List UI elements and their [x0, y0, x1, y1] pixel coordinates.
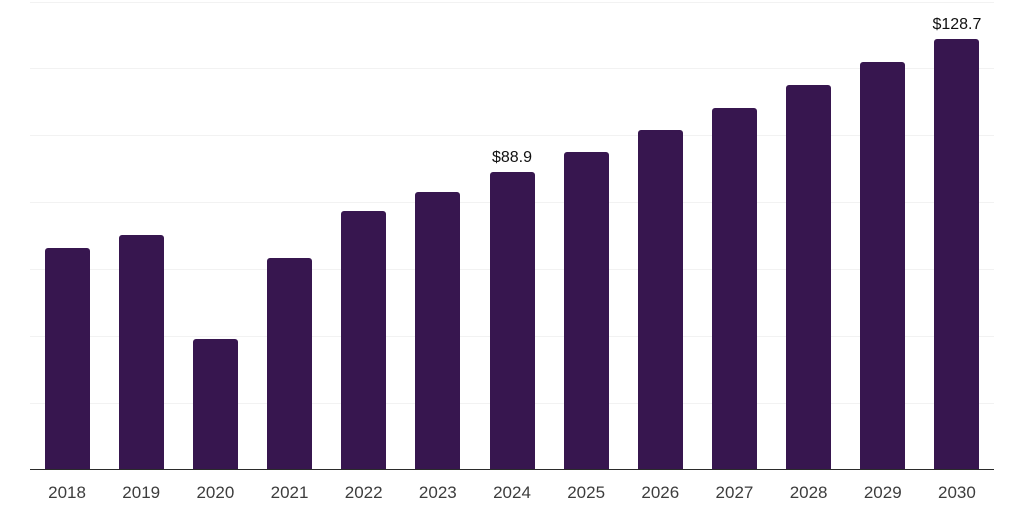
value-label-2024: $88.9: [491, 149, 533, 167]
bar-2025: [563, 152, 609, 470]
bar-2022: [341, 211, 387, 470]
bar-2027: [711, 108, 757, 470]
bar-2024: [489, 172, 535, 470]
bar-2029: [860, 62, 906, 470]
bar-2026: [637, 130, 683, 470]
bar-2023: [415, 192, 461, 470]
x-tick-label-2018: 2018: [48, 483, 86, 502]
bar-2030: [934, 39, 980, 470]
x-tick-label-2029: 2029: [863, 483, 902, 502]
x-tick-label-2026: 2026: [641, 483, 680, 502]
x-tick-label-2027: 2027: [715, 483, 754, 502]
x-tick-label-2020: 2020: [196, 483, 235, 502]
x-axis-line: [30, 468, 994, 471]
x-tick-label-2022: 2022: [344, 483, 383, 502]
x-tick-label-2030: 2030: [938, 483, 976, 502]
gridline-140: [30, 1, 994, 3]
bar-2028: [786, 85, 832, 470]
value-label-2030: $128.7: [932, 16, 982, 34]
bar-2020: [192, 339, 238, 470]
gridline-100: [30, 135, 994, 137]
bar-2019: [118, 235, 164, 470]
x-tick-label-2021: 2021: [270, 483, 309, 502]
bar-2018: [44, 248, 90, 470]
x-tick-label-2023: 2023: [418, 483, 457, 502]
x-tick-label-2024: 2024: [493, 483, 531, 502]
x-tick-label-2028: 2028: [789, 483, 828, 502]
x-tick-label-2025: 2025: [567, 483, 606, 502]
gridline-120: [30, 68, 994, 70]
bar-2021: [267, 257, 313, 470]
x-tick-label-2019: 2019: [122, 483, 161, 502]
